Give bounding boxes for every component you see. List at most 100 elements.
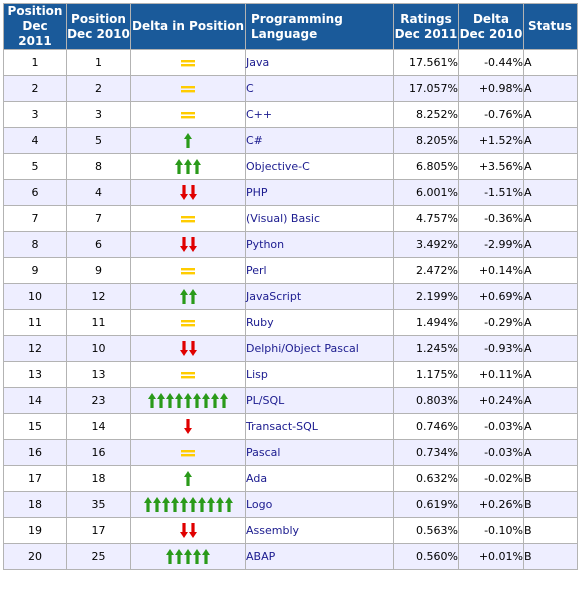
up-arrow-icon <box>188 289 197 304</box>
position-2010-cell: 10 <box>66 335 131 362</box>
delta-cell: -0.76% <box>458 101 524 128</box>
status-cell: A <box>523 309 578 336</box>
language-link[interactable]: (Visual) Basic <box>246 212 321 225</box>
delta-cell: -0.29% <box>458 309 524 336</box>
equal-icon <box>181 111 195 118</box>
header-delta-line2: Dec 2010 <box>459 26 523 41</box>
delta-position-cell <box>130 101 246 128</box>
language-link[interactable]: Ada <box>246 472 268 485</box>
position-2011-cell: 18 <box>3 491 67 518</box>
table-row: 14 23 PL/SQL 0.803% +0.24% A <box>3 387 578 414</box>
status-cell: B <box>523 491 578 518</box>
delta-position-icons <box>131 287 245 307</box>
table-row: 19 17 Assembly 0.563% -0.10% B <box>3 517 578 544</box>
language-link[interactable]: Logo <box>246 498 273 511</box>
delta-position-icons <box>131 105 245 125</box>
equal-icon <box>181 319 195 326</box>
up-arrow-icon <box>193 393 201 408</box>
language-cell: Perl <box>245 257 394 284</box>
language-cell: Transact-SQL <box>245 413 394 440</box>
up-arrow-icon <box>184 133 192 148</box>
header-delta-position: Delta in Position <box>130 3 246 50</box>
down-arrow-icon <box>179 237 188 252</box>
position-2011-cell: 1 <box>3 49 67 76</box>
up-arrows-icon <box>143 497 233 512</box>
language-cell: Python <box>245 231 394 258</box>
delta-position-icons <box>131 79 245 99</box>
up-arrow-icon <box>184 393 192 408</box>
down-arrow-icon <box>179 185 188 200</box>
language-link[interactable]: Perl <box>246 264 267 277</box>
language-link[interactable]: Assembly <box>246 524 300 537</box>
language-link[interactable]: Pascal <box>246 446 281 459</box>
delta-position-cell <box>130 309 246 336</box>
delta-cell: +0.98% <box>458 75 524 102</box>
language-cell: Lisp <box>245 361 394 388</box>
language-link[interactable]: Python <box>246 238 285 251</box>
rating-cell: 6.805% <box>393 153 459 180</box>
language-cell: Ada <box>245 465 394 492</box>
up-arrow-icon <box>220 393 228 408</box>
status-cell: B <box>523 517 578 544</box>
up-arrow-icon <box>224 497 233 512</box>
down-arrows-icon <box>179 341 197 356</box>
header-language: Programming Language <box>245 3 394 50</box>
rating-cell: 0.619% <box>393 491 459 518</box>
table-row: 20 25 ABAP 0.560% +0.01% B <box>3 543 578 570</box>
language-link[interactable]: C# <box>246 134 263 147</box>
delta-cell: -0.93% <box>458 335 524 362</box>
equal-icon <box>181 59 195 66</box>
delta-cell: +0.24% <box>458 387 524 414</box>
delta-position-icons <box>131 313 245 333</box>
table-row: 10 12 JavaScript 2.199% +0.69% A <box>3 283 578 310</box>
position-2010-cell: 3 <box>66 101 131 128</box>
language-link[interactable]: Ruby <box>246 316 274 329</box>
position-2010-cell: 7 <box>66 205 131 232</box>
position-2010-cell: 14 <box>66 413 131 440</box>
status-cell: A <box>523 49 578 76</box>
position-2010-cell: 35 <box>66 491 131 518</box>
language-link[interactable]: C <box>246 82 254 95</box>
language-link[interactable]: C++ <box>246 108 273 121</box>
language-link[interactable]: Delphi/Object Pascal <box>246 342 359 355</box>
language-link[interactable]: Objective-C <box>246 160 310 173</box>
delta-cell: +1.52% <box>458 127 524 154</box>
language-link[interactable]: JavaScript <box>246 290 302 303</box>
header-position-2010: Position Dec 2010 <box>66 3 131 50</box>
status-cell: A <box>523 439 578 466</box>
position-2011-cell: 10 <box>3 283 67 310</box>
position-2011-cell: 12 <box>3 335 67 362</box>
language-link[interactable]: PL/SQL <box>246 394 285 407</box>
language-link[interactable]: Java <box>246 56 270 69</box>
down-arrows-icon <box>184 419 192 434</box>
language-link[interactable]: Transact-SQL <box>246 420 318 433</box>
up-arrow-icon <box>193 549 201 564</box>
position-2010-cell: 6 <box>66 231 131 258</box>
ranking-table: Position Dec 2011 Position Dec 2010 Delt… <box>3 3 578 570</box>
delta-position-cell <box>130 387 246 414</box>
header-status-label: Status <box>528 19 572 33</box>
delta-position-icons <box>131 417 245 437</box>
table-row: 17 18 Ada 0.632% -0.02% B <box>3 465 578 492</box>
up-arrow-icon <box>170 497 179 512</box>
down-arrow-icon <box>188 185 197 200</box>
language-link[interactable]: Lisp <box>246 368 268 381</box>
up-arrow-icon <box>184 471 192 486</box>
down-arrow-icon <box>188 523 197 538</box>
rating-cell: 0.803% <box>393 387 459 414</box>
up-arrow-icon <box>211 393 219 408</box>
language-link[interactable]: PHP <box>246 186 268 199</box>
delta-position-icons <box>131 469 245 489</box>
up-arrow-icon <box>184 549 192 564</box>
language-cell: PL/SQL <box>245 387 394 414</box>
language-link[interactable]: ABAP <box>246 550 276 563</box>
status-cell: A <box>523 231 578 258</box>
rating-cell: 2.472% <box>393 257 459 284</box>
up-arrows-icon <box>166 549 210 564</box>
up-arrows-icon <box>148 393 228 408</box>
delta-cell: -0.36% <box>458 205 524 232</box>
up-arrow-icon <box>175 159 183 174</box>
position-2011-cell: 20 <box>3 543 67 570</box>
position-2010-cell: 16 <box>66 439 131 466</box>
rating-cell: 1.245% <box>393 335 459 362</box>
